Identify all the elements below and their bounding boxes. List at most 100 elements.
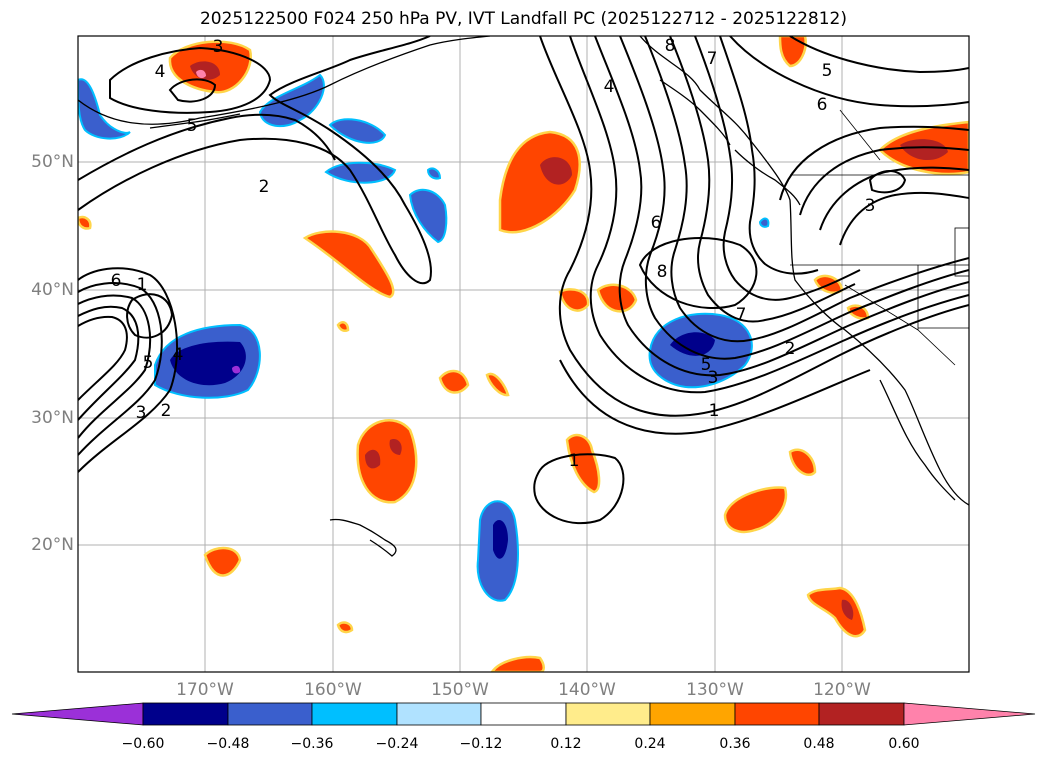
contour-label: 2 xyxy=(259,177,270,197)
contour-east-low-1 xyxy=(779,125,969,201)
patch-neg-9 xyxy=(426,167,442,180)
contour-ridge-5 xyxy=(644,36,969,343)
colorbar-tick-label: 0.36 xyxy=(719,736,751,752)
contour-ridge-3 xyxy=(594,36,969,377)
coastline-alaska-panhandle xyxy=(659,79,731,146)
contour-west-2 xyxy=(78,282,163,456)
core-pos-pink xyxy=(196,69,206,79)
colorbar-tick-label: 0.60 xyxy=(888,736,920,752)
contour-label: 3 xyxy=(865,196,876,216)
contour-label: 3 xyxy=(213,37,224,57)
colorbar-under-arrow xyxy=(11,702,144,726)
border-california xyxy=(844,284,956,366)
colorbar-tick-label: −0.48 xyxy=(206,736,250,752)
contour-label: 4 xyxy=(155,62,166,82)
contour-ridge-4 xyxy=(619,36,969,360)
lon-label-120w: 120°W xyxy=(813,680,871,700)
lat-label-50: 50°N xyxy=(31,152,74,172)
colorbar-segment xyxy=(818,702,905,726)
colorbar-segment xyxy=(311,702,398,726)
colorbar-segment xyxy=(142,702,229,726)
contour-label: 5 xyxy=(822,61,833,81)
pv-contours xyxy=(78,36,969,525)
contour-label: 2 xyxy=(161,401,172,421)
lon-label-130w: 130°W xyxy=(686,680,744,700)
patch-neg-4 xyxy=(258,73,325,128)
colorbar-segment xyxy=(734,702,820,726)
contour-west-5 xyxy=(78,315,128,401)
core-neg-purple xyxy=(232,365,241,374)
contour-label: 4 xyxy=(604,77,615,97)
colorbar-segment xyxy=(480,702,567,726)
coastline-aleutians xyxy=(149,113,241,129)
patch-pos-11 xyxy=(788,448,817,477)
contour-label: 6 xyxy=(111,271,122,291)
coastline-alaska xyxy=(78,36,491,125)
contour-label: 7 xyxy=(707,49,718,69)
map-frame xyxy=(77,35,970,673)
patch-pos-10 xyxy=(723,486,788,534)
coastline-north-america xyxy=(639,36,969,506)
contour-ridge-7 xyxy=(694,36,861,301)
contour-big-trough-2 xyxy=(78,113,336,181)
contour-east-low-4 xyxy=(839,191,969,246)
chart-title: 2025122500 F024 250 hPa PV, IVT Landfall… xyxy=(199,9,847,29)
contour-label: 3 xyxy=(708,368,719,388)
contour-west-4 xyxy=(78,305,140,421)
negative-cores xyxy=(170,332,715,559)
colorbar-tick-label: 0.12 xyxy=(550,736,582,752)
colorbar-tick-label: −0.60 xyxy=(121,736,165,752)
lon-label-170w: 170°W xyxy=(176,680,234,700)
contour-ridge-2 xyxy=(569,36,969,394)
colorbar-segment xyxy=(649,702,736,726)
contour-west-3 xyxy=(78,294,152,439)
contour-northeast-1 xyxy=(729,36,969,108)
contour-label: 7 xyxy=(736,305,747,325)
coastline-hawaii xyxy=(329,518,397,557)
coastline-baja xyxy=(879,379,956,501)
lon-label-150w: 150°W xyxy=(431,680,489,700)
patch-pos-9 xyxy=(565,433,601,494)
political-borders xyxy=(790,109,969,366)
contour-labels: 3 4 5 2 6 1 5 4 3 2 4 6 8 8 7 7 5 3 2 1 … xyxy=(111,36,876,471)
contour-label: 8 xyxy=(665,36,676,56)
contour-label: 1 xyxy=(569,451,580,471)
coastlines xyxy=(78,36,969,557)
patch-pos-3 xyxy=(302,230,395,299)
contour-west-1 xyxy=(78,267,179,473)
core-pos-5 xyxy=(841,599,854,620)
patch-pos-13 xyxy=(806,586,867,638)
patch-neg-6 xyxy=(324,161,397,184)
patch-neg-5 xyxy=(328,118,387,144)
negative-patches xyxy=(78,73,770,602)
contour-east-low-2 xyxy=(799,146,969,216)
contour-mid-1 xyxy=(638,237,758,309)
core-pos-6 xyxy=(389,439,402,455)
core-neg-2 xyxy=(670,332,715,356)
lon-label-140w: 140°W xyxy=(558,680,616,700)
colorbar-tick-label: −0.24 xyxy=(375,736,419,752)
colorbar-segment xyxy=(565,702,651,726)
core-pos-1 xyxy=(540,157,572,185)
patch-neg-8 xyxy=(78,78,131,140)
contour-south-1 xyxy=(533,453,625,525)
contour-label: 4 xyxy=(173,345,184,365)
core-neg-3 xyxy=(493,520,508,559)
colorbar-tick-label: −0.36 xyxy=(290,736,334,752)
contour-label: 8 xyxy=(657,262,668,282)
contour-label: 5 xyxy=(701,355,712,375)
lat-label-20: 20°N xyxy=(31,535,74,555)
patch-pos-20 xyxy=(336,621,354,634)
contour-west-low xyxy=(126,293,174,339)
patch-pos-21 xyxy=(78,215,92,230)
colorbar-over-arrow xyxy=(903,702,1036,726)
patch-pos-19 xyxy=(336,321,350,333)
contour-ridge-6 xyxy=(669,36,856,323)
coastline-bc-islands xyxy=(734,149,801,206)
patch-pos-18 xyxy=(490,655,545,672)
patch-pos-12 xyxy=(203,546,242,577)
patch-pos-2 xyxy=(498,130,581,234)
colorbar-segment xyxy=(396,702,482,726)
contour-northeast-2 xyxy=(789,36,969,74)
contour-label: 5 xyxy=(143,353,154,373)
